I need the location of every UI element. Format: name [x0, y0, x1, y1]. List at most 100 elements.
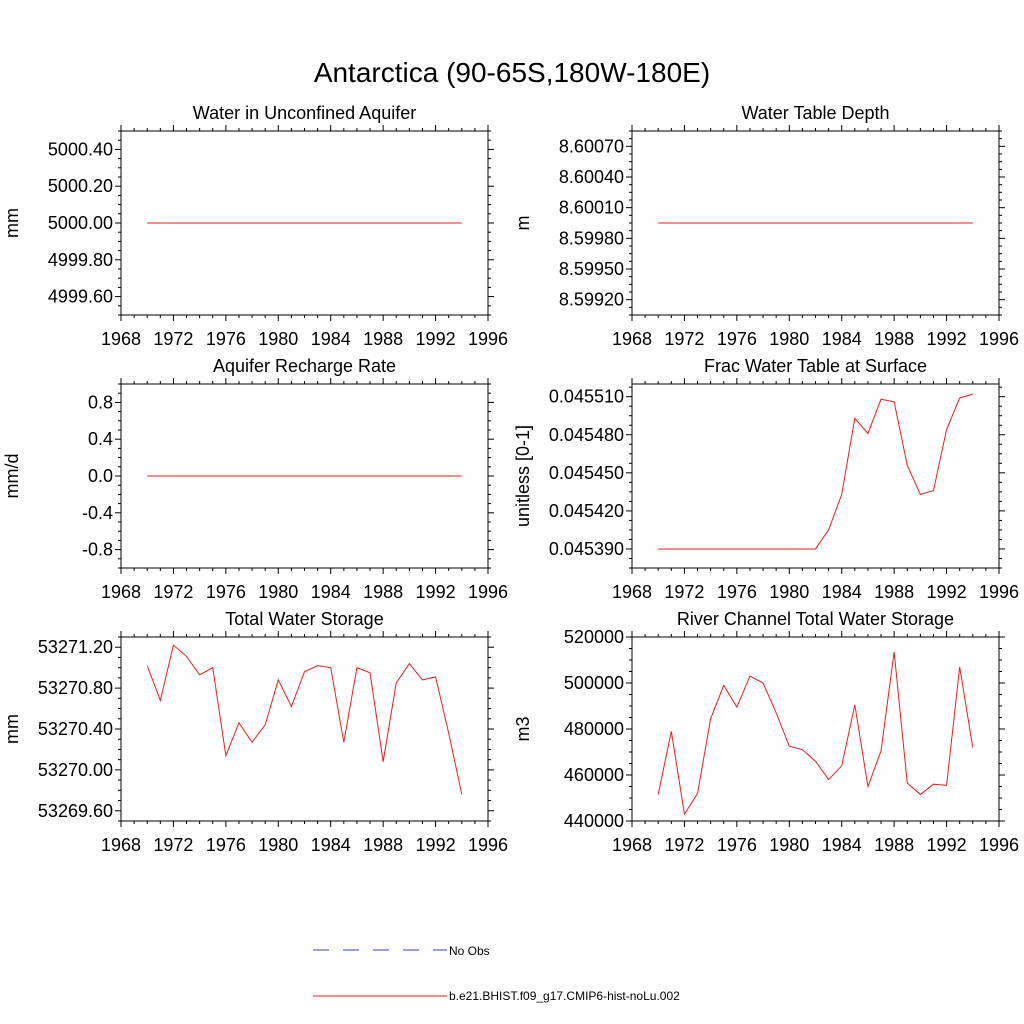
x-tick-label: 1972 — [664, 582, 704, 602]
x-tick-label: 1972 — [664, 329, 704, 349]
panel-2: Water Table Depth m 1968 1972 1976 1980 1984 19… — [513, 103, 1019, 349]
y-tick-label: 5000.40 — [48, 139, 113, 159]
y-tick-label: 53270.00 — [38, 760, 113, 780]
panel-title: Frac Water Table at Surface — [704, 356, 927, 376]
x-tick-label: 1992 — [927, 835, 967, 855]
y-tick-label: 8.60010 — [559, 198, 624, 218]
x-tick-label: 1968 — [612, 582, 652, 602]
x-tick-label: 1984 — [822, 582, 862, 602]
x-tick-label: 1984 — [822, 835, 862, 855]
x-tick-label: 1972 — [153, 329, 193, 349]
x-tick-label: 1988 — [363, 329, 403, 349]
y-tick-label: 4999.60 — [48, 287, 113, 307]
x-tick-label: 1980 — [769, 835, 809, 855]
y-axis-label: mm — [2, 714, 22, 744]
y-tick-label: 0.4 — [88, 429, 113, 449]
panel-title: Aquifer Recharge Rate — [213, 356, 396, 376]
y-tick-label: 8.60070 — [559, 136, 624, 156]
y-tick-label: 0.045450 — [549, 463, 624, 483]
x-tick-label: 1996 — [468, 329, 508, 349]
panel-title: Total Water Storage — [225, 609, 383, 629]
x-tick-label: 1968 — [101, 582, 141, 602]
x-tick-label: 1976 — [717, 329, 757, 349]
x-tick-label: 1996 — [468, 582, 508, 602]
y-tick-label: 0.045480 — [549, 425, 624, 445]
panel-4: Frac Water Table at Surface unitless [0-1… — [513, 356, 1019, 602]
x-tick-label: 1992 — [927, 329, 967, 349]
panel-title: Water in Unconfined Aquifer — [193, 103, 416, 123]
y-tick-label: 520000 — [564, 627, 624, 647]
x-tick-label: 1968 — [101, 329, 141, 349]
panels: Water in Unconfined Aquifer mm 1968 1972 197… — [2, 103, 1019, 855]
y-tick-label: 53270.40 — [38, 719, 113, 739]
y-tick-label: 4999.80 — [48, 250, 113, 270]
x-tick-label: 1968 — [101, 835, 141, 855]
y-axis-label: m — [513, 216, 533, 231]
panel-6: River Channel Total Water Storage m3 1968 1… — [513, 609, 1019, 855]
panel-3: Aquifer Recharge Rate mm/d 1968 1972 1976 198… — [2, 356, 508, 602]
y-tick-label: -0.4 — [82, 503, 113, 523]
y-tick-label: -0.8 — [82, 540, 113, 560]
y-tick-label: 480000 — [564, 719, 624, 739]
y-tick-label: 0.045420 — [549, 501, 624, 521]
y-tick-label: 0.045510 — [549, 387, 624, 407]
x-tick-label: 1988 — [363, 582, 403, 602]
legend-label-model: b.e21.BHIST.f09_g17.CMIP6-hist-noLu.002 — [449, 989, 680, 1003]
x-tick-label: 1976 — [206, 835, 246, 855]
x-tick-label: 1980 — [769, 329, 809, 349]
x-tick-label: 1996 — [979, 835, 1019, 855]
y-tick-label: 0.8 — [88, 392, 113, 412]
panel-5: Total Water Storage mm 1968 1972 1976 1980 198… — [2, 609, 508, 855]
y-tick-label: 53270.80 — [38, 678, 113, 698]
legend-label-no-obs: No Obs — [449, 944, 490, 958]
x-tick-label: 1980 — [258, 329, 298, 349]
x-tick-label: 1976 — [717, 582, 757, 602]
y-tick-label: 0.0 — [88, 466, 113, 486]
y-axis-label: mm — [2, 208, 22, 238]
x-tick-label: 1972 — [153, 582, 193, 602]
y-tick-label: 8.59920 — [559, 290, 624, 310]
x-tick-label: 1992 — [927, 582, 967, 602]
x-tick-label: 1972 — [153, 835, 193, 855]
x-tick-label: 1984 — [311, 582, 351, 602]
x-tick-label: 1996 — [468, 835, 508, 855]
x-tick-label: 1976 — [206, 329, 246, 349]
x-tick-label: 1988 — [363, 835, 403, 855]
x-tick-label: 1972 — [664, 835, 704, 855]
y-tick-label: 8.59980 — [559, 228, 624, 248]
x-tick-label: 1984 — [311, 329, 351, 349]
legend: No Obs b.e21.BHIST.f09_g17.CMIP6-hist-no… — [313, 944, 680, 1003]
x-tick-label: 1984 — [311, 835, 351, 855]
x-tick-label: 1976 — [717, 835, 757, 855]
x-tick-label: 1980 — [258, 582, 298, 602]
y-axis-label: mm/d — [2, 454, 22, 499]
x-tick-label: 1996 — [979, 582, 1019, 602]
x-tick-label: 1968 — [612, 329, 652, 349]
x-tick-label: 1992 — [416, 329, 456, 349]
panel-title: Water Table Depth — [741, 103, 889, 123]
y-axis-label: m3 — [513, 716, 533, 741]
y-tick-label: 53271.20 — [38, 637, 113, 657]
figure-title: Antarctica (90-65S,180W-180E) — [314, 57, 710, 88]
y-tick-label: 500000 — [564, 673, 624, 693]
x-tick-label: 1992 — [416, 835, 456, 855]
y-tick-label: 5000.20 — [48, 176, 113, 196]
x-tick-label: 1992 — [416, 582, 456, 602]
y-tick-label: 8.60040 — [559, 167, 624, 187]
x-tick-label: 1988 — [874, 329, 914, 349]
x-tick-label: 1976 — [206, 582, 246, 602]
x-tick-label: 1980 — [258, 835, 298, 855]
series-line — [658, 393, 973, 550]
series-line — [657, 651, 974, 816]
panel-1: Water in Unconfined Aquifer mm 1968 1972 197… — [2, 103, 508, 349]
x-tick-label: 1988 — [874, 835, 914, 855]
y-tick-label: 0.045390 — [549, 539, 624, 559]
y-tick-label: 440000 — [564, 811, 624, 831]
y-tick-label: 8.59950 — [559, 259, 624, 279]
x-tick-label: 1980 — [769, 582, 809, 602]
x-tick-label: 1968 — [612, 835, 652, 855]
x-tick-label: 1984 — [822, 329, 862, 349]
panel-title: River Channel Total Water Storage — [677, 609, 954, 629]
